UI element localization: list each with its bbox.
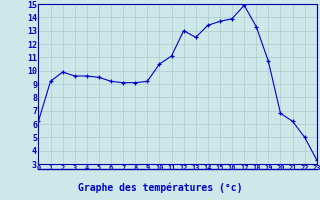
Text: Graphe des températures (°c): Graphe des températures (°c) (78, 183, 242, 193)
